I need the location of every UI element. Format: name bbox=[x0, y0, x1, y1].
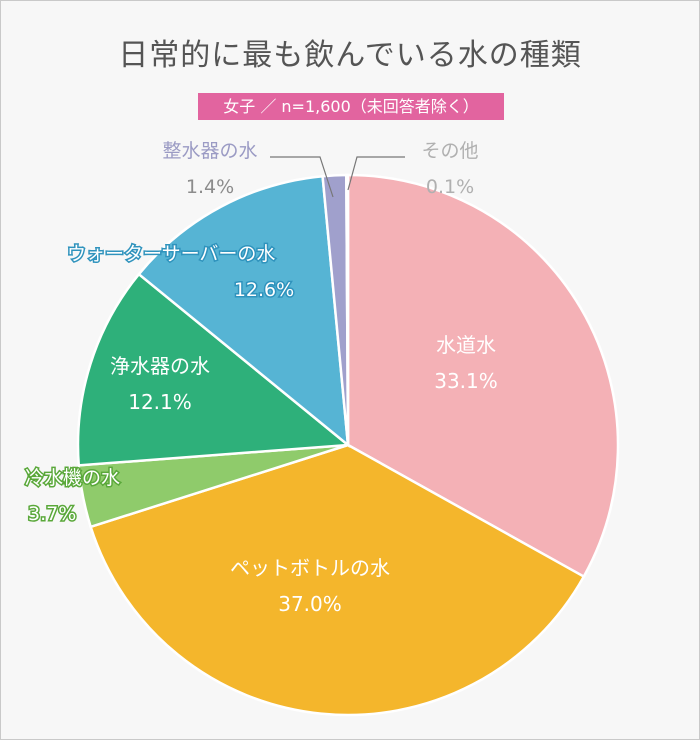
slice-5 bbox=[137, 174, 350, 448]
slice-label-4: 浄水器の水 bbox=[110, 354, 210, 378]
slice-value-4: 12.1% bbox=[128, 390, 192, 414]
sample-badge: 女子 ／ n=1,600（未回答者除く） bbox=[198, 93, 504, 120]
slice-label-6: 整水器の水 bbox=[162, 140, 257, 162]
slice-7 bbox=[345, 173, 350, 446]
pie-slices bbox=[76, 173, 620, 717]
slice-value-3: 3.7% bbox=[28, 503, 76, 525]
slice-value-7: 0.1% bbox=[426, 176, 474, 198]
slice-value-5: 12.6% bbox=[234, 279, 294, 301]
pie-labels: 水道水 33.1% ペットボトルの水 37.0% 冷水機の水 3.7% 浄水器の水 12.1%… bbox=[24, 140, 498, 616]
slice-label-5: ウォーターサーバーの水 bbox=[67, 243, 275, 265]
slice-2 bbox=[89, 443, 586, 717]
chart-title: 日常的に最も飲んでいる水の種類 bbox=[118, 38, 582, 73]
slice-label-1: 水道水 bbox=[436, 333, 496, 357]
slice-value-6: 1.4% bbox=[186, 176, 234, 198]
slice-value-1: 33.1% bbox=[434, 369, 498, 393]
slice-label-3: 冷水機の水 bbox=[25, 467, 120, 489]
slice-label-2: ペットボトルの水 bbox=[230, 556, 390, 580]
slice-value-2: 37.0% bbox=[278, 592, 342, 616]
slice-1 bbox=[346, 173, 620, 579]
slice-4 bbox=[76, 272, 352, 467]
leader-line-7 bbox=[347, 156, 405, 191]
leader-line-6 bbox=[270, 156, 334, 198]
slice-label-7: その他 bbox=[421, 140, 478, 162]
